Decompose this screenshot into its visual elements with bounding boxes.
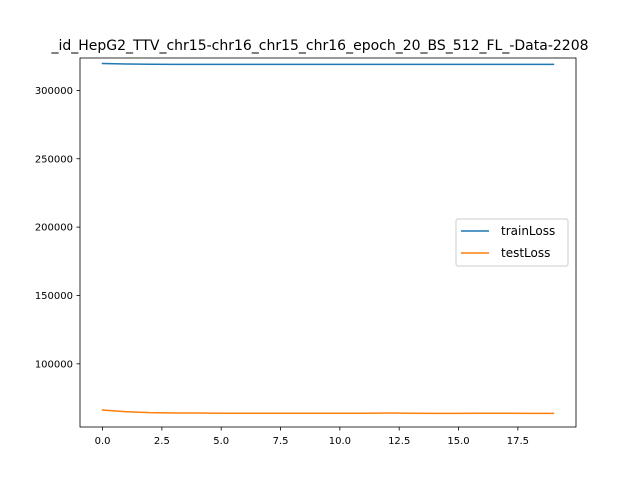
y-tick-label: 150000 [35, 291, 73, 302]
x-tick-label: 10.0 [329, 436, 351, 447]
legend-label-trainLoss: trainLoss [501, 224, 555, 238]
x-tick-label: 17.5 [507, 436, 529, 447]
y-tick-label: 200000 [35, 223, 73, 234]
x-tick-label: 15.0 [447, 436, 469, 447]
series-line-trainLoss [101, 62, 555, 66]
x-tick-label: 7.5 [273, 436, 289, 447]
x-tick-label: 5.0 [213, 436, 229, 447]
x-tick-label: 0.0 [95, 436, 111, 447]
y-tick-label: 100000 [35, 359, 73, 370]
legend-label-testLoss: testLoss [501, 246, 550, 260]
x-tick-label: 12.5 [388, 436, 410, 447]
axes-frame [79, 57, 577, 428]
series-line-testLoss [101, 409, 555, 415]
axes-layer: 0.0 2.5 5.0 7.5 10.0 12.5 15.0 17.5 100000 150000… [35, 57, 577, 447]
y-tick-label: 250000 [35, 154, 73, 165]
chart-title: _id_HepG2_TTV_chr15-chr16_chr15_chr16_ep… [50, 38, 588, 54]
x-tick-label: 2.5 [154, 436, 170, 447]
legend: trainLoss testLoss [455, 218, 569, 267]
series-layer [101, 62, 555, 415]
y-tick-label: 300000 [35, 86, 73, 97]
